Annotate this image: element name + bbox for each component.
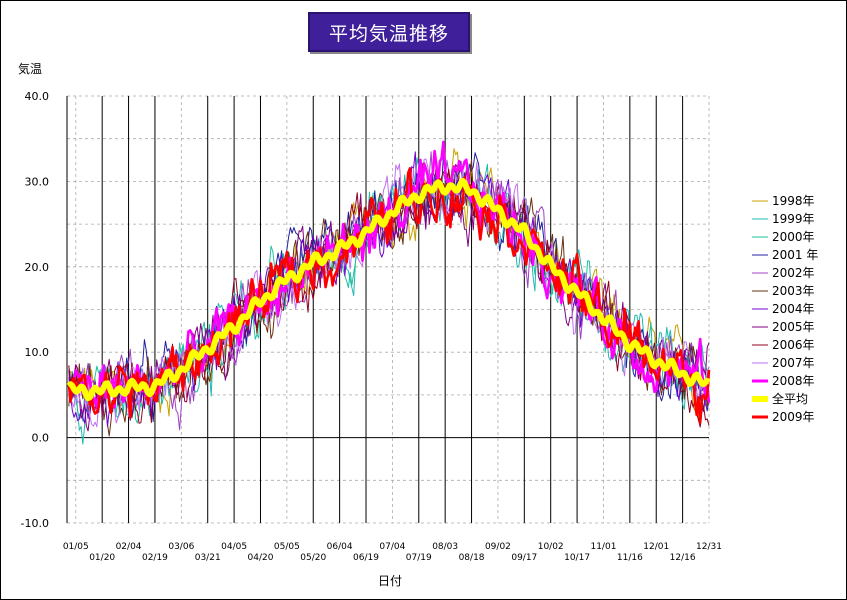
- y-tick-label: 30.0: [25, 175, 50, 188]
- legend-label: 2009年: [772, 410, 815, 424]
- chart-title-box: 平均気温推移: [308, 12, 470, 52]
- legend-label: 2000年: [772, 230, 815, 244]
- x-tick-label: 12/31: [696, 542, 722, 552]
- x-tick-label: 03/21: [195, 553, 221, 563]
- x-tick-label: 07/19: [406, 553, 432, 563]
- x-tick-label: 10/17: [564, 553, 590, 563]
- legend-label: 1999年: [772, 212, 815, 226]
- x-tick-label: 10/02: [538, 542, 564, 552]
- y-tick-label: 20.0: [25, 261, 50, 274]
- y-tick-label: 0.0: [32, 432, 50, 445]
- series-layer: [66, 140, 711, 445]
- x-tick-label: 11/01: [590, 542, 616, 552]
- legend: 1998年 1999年 2000年 2001 年 2002年 2003年 2004年 2005…: [752, 194, 818, 424]
- x-tick-label: 06/04: [327, 542, 353, 552]
- x-tick-label: 02/19: [142, 553, 168, 563]
- y-tick-label: 40.0: [25, 90, 50, 103]
- x-tick-label: 01/05: [63, 542, 89, 552]
- x-tick-label: 03/06: [168, 542, 194, 552]
- legend-label: 全平均: [772, 391, 808, 406]
- grid-layer: [66, 95, 710, 524]
- x-tick-label: 08/03: [432, 542, 458, 552]
- legend-label: 2007年: [772, 356, 815, 370]
- legend-label: 2005年: [772, 320, 815, 334]
- x-tick-label: 09/17: [511, 553, 537, 563]
- x-tick-label: 08/18: [459, 553, 485, 563]
- x-tick-label: 09/02: [485, 542, 511, 552]
- x-tick-label: 02/04: [116, 542, 142, 552]
- x-tick-label: 04/05: [221, 542, 247, 552]
- legend-label: 2003年: [772, 284, 815, 298]
- y-tick-label: -10.0: [21, 517, 49, 530]
- average-line: [66, 177, 711, 402]
- x-tick-label: 11/16: [617, 553, 643, 563]
- x-axis-label: 日付: [378, 574, 402, 588]
- chart-title: 平均気温推移: [328, 22, 449, 45]
- x-tick-label: 04/20: [248, 553, 274, 563]
- x-tick-label: 01/20: [89, 553, 115, 563]
- legend-label: 2002年: [772, 266, 815, 280]
- x-tick-label: 05/05: [274, 542, 300, 552]
- legend-label: 1998年: [772, 194, 815, 208]
- x-tick-label: 07/04: [379, 542, 405, 552]
- legend-label: 2008年: [772, 374, 815, 388]
- x-tick-label: 05/20: [300, 553, 326, 563]
- legend-label: 2006年: [772, 338, 815, 352]
- y-tick-label: 10.0: [25, 346, 50, 359]
- x-tick-label: 12/16: [670, 553, 696, 563]
- x-tick-label: 06/19: [353, 553, 379, 563]
- legend-label: 2004年: [772, 302, 815, 316]
- legend-label: 2001 年: [772, 248, 818, 262]
- x-tick-label: 12/01: [643, 542, 669, 552]
- y-axis-label: 気温: [18, 61, 42, 76]
